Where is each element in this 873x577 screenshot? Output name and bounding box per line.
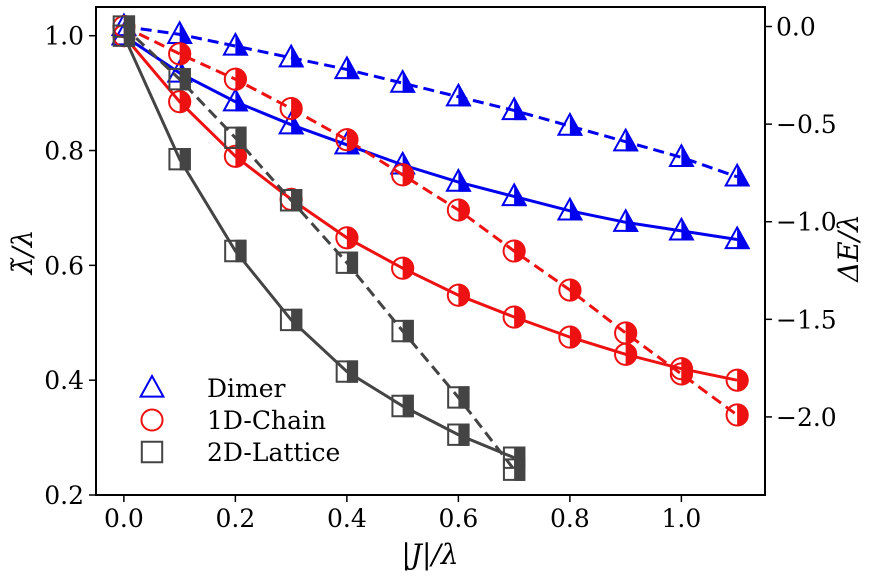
y-right-tick-label: −1.5 bbox=[776, 305, 837, 334]
data-marker bbox=[502, 305, 526, 329]
data-marker bbox=[389, 69, 416, 93]
legend-label: Dimer bbox=[207, 374, 286, 403]
y-left-tick-label: 0.8 bbox=[44, 137, 84, 166]
x-tick-label: 0.4 bbox=[327, 504, 367, 533]
y-left-tick-label: 0.4 bbox=[44, 366, 84, 395]
plot-content bbox=[110, 12, 751, 481]
data-marker bbox=[223, 67, 247, 91]
y-left-tick-label: 0.2 bbox=[44, 481, 84, 510]
y-left-tick-label: 1.0 bbox=[44, 22, 84, 51]
legend-item: 1D-Chain bbox=[140, 406, 326, 435]
data-marker bbox=[112, 15, 136, 38]
data-marker bbox=[391, 319, 414, 343]
data-marker bbox=[558, 325, 582, 349]
data-marker bbox=[725, 403, 749, 427]
data-marker bbox=[612, 127, 639, 152]
data-marker bbox=[168, 147, 191, 171]
data-marker bbox=[502, 239, 526, 263]
data-marker bbox=[335, 251, 359, 274]
data-marker bbox=[168, 90, 192, 114]
series-2d-lattice bbox=[112, 15, 526, 481]
data-marker bbox=[556, 112, 583, 136]
data-marker bbox=[725, 368, 749, 392]
plot-frame bbox=[95, 6, 766, 496]
data-marker bbox=[724, 162, 751, 187]
x-tick-label: 0.8 bbox=[550, 504, 590, 533]
data-marker bbox=[668, 143, 695, 167]
data-marker bbox=[278, 110, 305, 135]
data-marker bbox=[335, 360, 359, 383]
data-marker bbox=[278, 43, 305, 68]
data-marker bbox=[724, 225, 751, 250]
data-marker bbox=[166, 20, 193, 44]
y-right-tick-label: −1.0 bbox=[776, 208, 837, 237]
lambda-ratio-line bbox=[122, 34, 738, 382]
data-marker bbox=[612, 208, 639, 232]
x-axis-ticks: 0.0 0.2 0.4 0.6 0.8 1.0 bbox=[104, 495, 701, 533]
y-right-tick-label: 0.0 bbox=[776, 13, 816, 42]
data-marker bbox=[501, 182, 528, 207]
data-marker bbox=[669, 362, 693, 386]
x-tick-label: 0.2 bbox=[215, 504, 255, 533]
y-axis-left-ticks: 0.2 0.4 0.6 0.8 1.0 bbox=[44, 22, 96, 510]
data-marker bbox=[668, 216, 695, 241]
y-right-tick-label: −0.5 bbox=[776, 110, 837, 139]
y-axis-right-ticks: 0.0 −0.5 −1.0 −1.5 −2.0 bbox=[765, 13, 837, 432]
data-marker bbox=[138, 373, 166, 398]
data-marker bbox=[279, 308, 303, 332]
data-marker bbox=[140, 408, 164, 432]
data-marker bbox=[140, 440, 164, 464]
lambda-ratio-line bbox=[123, 34, 738, 242]
x-tick-label: 0.6 bbox=[438, 504, 478, 533]
data-marker bbox=[335, 226, 359, 250]
legend: Dimer 1D-Chain 2D-Lattice bbox=[138, 373, 340, 467]
data-marker bbox=[614, 342, 638, 366]
x-tick-label: 0.0 bbox=[104, 504, 144, 533]
data-marker bbox=[279, 189, 303, 212]
data-marker bbox=[556, 196, 583, 221]
y-axis-left-label: λ̃/λ bbox=[6, 230, 39, 276]
data-marker bbox=[224, 239, 247, 263]
data-marker bbox=[335, 128, 359, 152]
legend-item: 2D-Lattice bbox=[140, 438, 340, 467]
data-marker bbox=[445, 168, 472, 192]
x-tick-label: 1.0 bbox=[661, 504, 701, 533]
y-axis-right-label: ΔE/λ bbox=[832, 214, 865, 283]
data-marker bbox=[333, 55, 360, 80]
data-marker bbox=[168, 68, 191, 91]
data-marker bbox=[447, 386, 470, 409]
data-marker bbox=[222, 87, 249, 112]
data-marker bbox=[391, 256, 415, 280]
data-marker bbox=[614, 321, 638, 345]
data-marker bbox=[501, 96, 528, 121]
legend-item: Dimer bbox=[138, 373, 286, 403]
energy-shift-line bbox=[123, 25, 738, 179]
y-right-tick-label: −2.0 bbox=[776, 403, 837, 432]
data-marker bbox=[446, 198, 470, 222]
data-marker bbox=[168, 42, 192, 66]
data-marker bbox=[391, 394, 414, 418]
legend-label: 2D-Lattice bbox=[207, 438, 340, 467]
data-marker bbox=[447, 423, 470, 446]
data-marker bbox=[445, 82, 472, 107]
series-1d-chain bbox=[112, 14, 749, 427]
data-marker bbox=[391, 163, 415, 187]
data-marker bbox=[279, 96, 303, 121]
data-marker bbox=[222, 31, 249, 56]
data-marker bbox=[558, 278, 582, 302]
y-left-tick-label: 0.6 bbox=[44, 251, 84, 280]
legend-label: 1D-Chain bbox=[207, 406, 326, 435]
data-marker bbox=[224, 126, 247, 149]
data-marker bbox=[502, 458, 526, 481]
data-marker bbox=[446, 283, 470, 307]
x-axis-label: |J|/λ bbox=[401, 538, 458, 571]
